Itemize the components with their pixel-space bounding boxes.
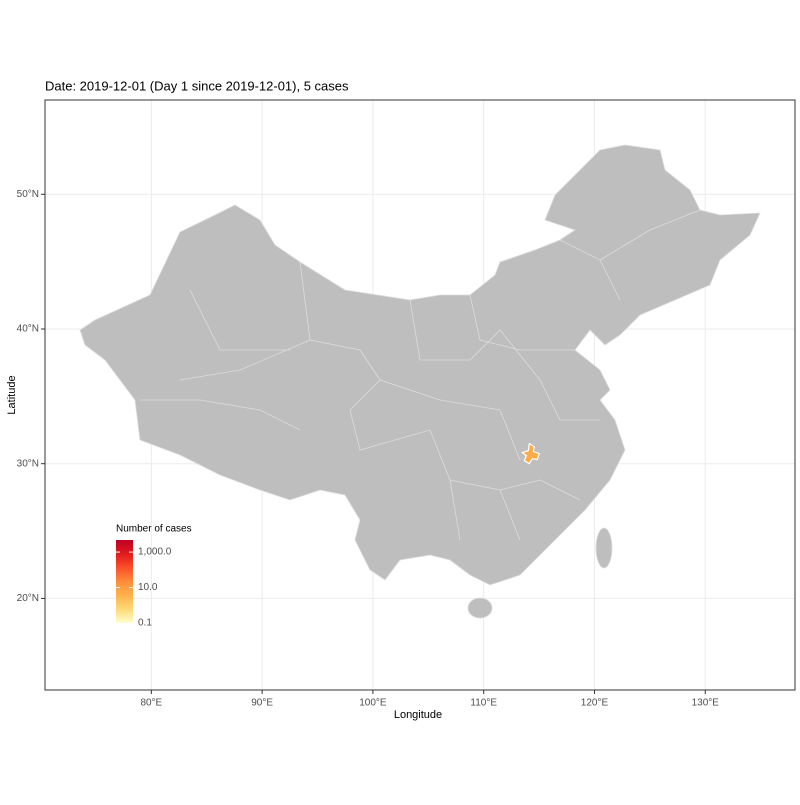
x-tick-label: 120°E xyxy=(581,698,609,709)
x-tick-label: 100°E xyxy=(359,698,387,709)
x-tick-label: 90°E xyxy=(251,698,273,709)
y-axis-label: Latitude xyxy=(6,375,18,414)
x-tick-label: 110°E xyxy=(470,698,497,709)
legend-tick-label: 1,000.0 xyxy=(138,547,172,558)
chart-title: Date: 2019-12-01 (Day 1 since 2019-12-01… xyxy=(45,78,349,93)
y-tick-label: 40°N xyxy=(17,324,39,335)
x-tick-label: 80°E xyxy=(140,698,162,709)
y-tick-label: 30°N xyxy=(17,458,39,469)
x-axis-label: Longitude xyxy=(394,709,442,721)
panel-border xyxy=(44,99,796,691)
legend-colorbar xyxy=(116,540,133,623)
china-map xyxy=(79,144,761,619)
mainland xyxy=(79,144,761,586)
taiwan xyxy=(595,527,613,569)
hainan xyxy=(467,597,493,619)
province-lines xyxy=(140,209,701,541)
y-tick-label: 50°N xyxy=(17,189,39,200)
highlighted-region xyxy=(521,442,541,465)
legend-title: Number of cases xyxy=(116,524,192,535)
legend-tick-label: 0.1 xyxy=(138,618,152,629)
y-tick-label: 20°N xyxy=(17,593,39,604)
legend-tick-label: 10.0 xyxy=(138,582,158,593)
x-tick-label: 130°E xyxy=(692,698,720,709)
